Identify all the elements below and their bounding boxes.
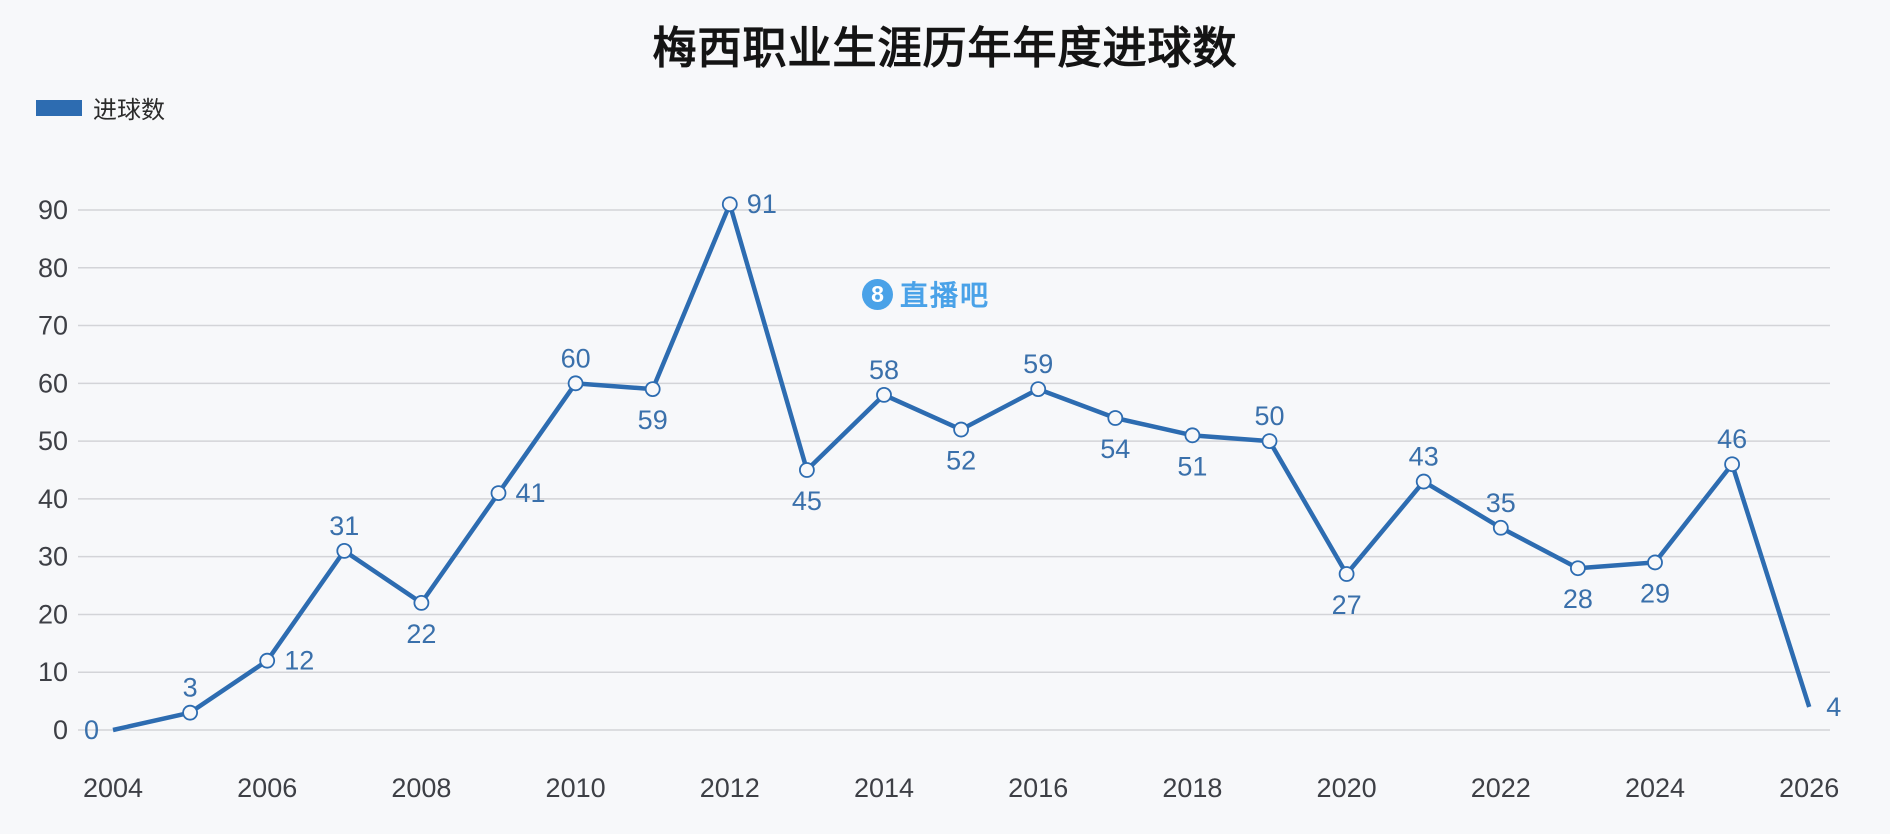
x-axis-tick-label: 2006 xyxy=(237,773,297,803)
data-point-label: 28 xyxy=(1563,584,1593,614)
data-point-marker[interactable] xyxy=(1724,456,1740,473)
data-point-label: 27 xyxy=(1332,590,1362,620)
y-axis-tick-label: 40 xyxy=(38,484,68,514)
y-axis-tick-label: 90 xyxy=(38,195,68,225)
data-point-label: 58 xyxy=(869,355,899,385)
data-point-marker[interactable] xyxy=(721,196,738,213)
data-point-marker[interactable] xyxy=(1030,381,1047,398)
data-point-label: 91 xyxy=(747,189,777,219)
y-axis-tick-label: 80 xyxy=(38,253,68,283)
data-point-label: 4 xyxy=(1826,692,1841,722)
data-point-label: 52 xyxy=(946,446,976,476)
data-point-label: 59 xyxy=(1023,349,1053,379)
data-point-label: 54 xyxy=(1100,434,1130,464)
data-point-label: 31 xyxy=(329,511,359,541)
data-point-label: 29 xyxy=(1640,578,1670,608)
data-point-marker[interactable] xyxy=(1338,566,1355,582)
x-axis-tick-label: 2018 xyxy=(1162,773,1222,803)
data-point-marker[interactable] xyxy=(1415,473,1432,490)
data-point-label: 43 xyxy=(1409,442,1439,472)
data-point-label: 22 xyxy=(406,619,436,649)
legend-label: 进球数 xyxy=(93,97,165,124)
chart-title: 梅西职业生涯历年年度进球数 xyxy=(652,24,1238,73)
data-point-marker[interactable] xyxy=(1261,433,1278,450)
data-point-marker[interactable] xyxy=(336,542,353,559)
y-axis-tick-label: 0 xyxy=(53,715,68,745)
data-point-marker[interactable] xyxy=(413,594,430,611)
data-point-marker[interactable] xyxy=(567,375,584,392)
data-point-marker[interactable] xyxy=(1492,519,1509,536)
x-axis-tick-label: 2016 xyxy=(1008,773,1068,803)
data-point-label: 45 xyxy=(792,486,822,516)
y-axis-tick-label: 30 xyxy=(38,542,68,572)
data-point-label: 46 xyxy=(1717,424,1747,454)
data-point-label: 60 xyxy=(561,343,591,373)
data-point-label: 41 xyxy=(516,478,546,508)
data-point-label: 12 xyxy=(284,646,314,676)
x-axis-tick-label: 2024 xyxy=(1625,773,1685,803)
y-axis-tick-label: 20 xyxy=(38,599,68,629)
data-point-label: 35 xyxy=(1486,488,1516,518)
data-point-marker[interactable] xyxy=(1107,410,1124,426)
legend-item-goals[interactable]: 进球数 xyxy=(36,90,165,125)
data-point-label: 0 xyxy=(84,715,99,745)
data-point-marker[interactable] xyxy=(876,386,892,403)
x-axis-tick-label: 2010 xyxy=(546,773,606,803)
data-point-marker[interactable] xyxy=(953,421,969,438)
data-point-label: 59 xyxy=(638,405,668,435)
x-axis-tick-label: 2026 xyxy=(1779,773,1839,803)
data-point-label: 50 xyxy=(1254,401,1284,431)
data-point-marker[interactable] xyxy=(490,485,507,502)
x-axis-tick-label: 2008 xyxy=(391,773,451,803)
y-axis-tick-label: 50 xyxy=(38,426,68,456)
data-point-marker[interactable] xyxy=(1570,560,1586,577)
data-point-label: 51 xyxy=(1177,451,1207,481)
data-point-marker[interactable] xyxy=(259,652,276,669)
x-axis-tick-label: 2012 xyxy=(700,773,760,803)
data-point-marker[interactable] xyxy=(799,462,815,478)
data-point-marker[interactable] xyxy=(1647,554,1663,571)
data-point-label: 3 xyxy=(183,673,198,703)
data-point-marker[interactable] xyxy=(1184,427,1201,444)
x-axis-tick-label: 2020 xyxy=(1317,773,1377,803)
y-axis-tick-label: 60 xyxy=(38,368,68,398)
x-axis-tick-label: 2004 xyxy=(83,773,143,803)
y-axis-tick-label: 70 xyxy=(38,311,68,341)
data-point-marker[interactable] xyxy=(182,704,199,721)
x-axis-tick-label: 2014 xyxy=(854,773,914,803)
y-axis-tick-label: 10 xyxy=(38,657,68,687)
x-axis-tick-label: 2022 xyxy=(1471,773,1531,803)
data-point-marker[interactable] xyxy=(644,381,661,398)
legend-swatch-icon xyxy=(36,99,82,116)
